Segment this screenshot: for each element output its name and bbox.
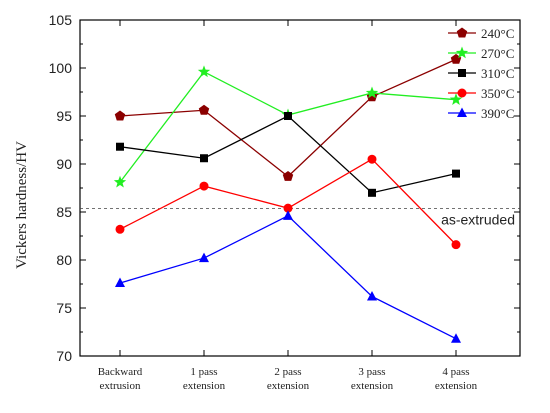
legend-marker-240 <box>456 27 468 38</box>
legend-label-310: 310°C <box>481 66 514 81</box>
data-point-270-4 <box>449 93 463 105</box>
legend-temp: 270 <box>481 46 501 61</box>
x-tick-label: 2 pass <box>274 366 301 378</box>
legend-label-350: 350°C <box>481 86 514 101</box>
y-tick-label: 75 <box>56 300 72 316</box>
data-point-310-2 <box>284 112 292 120</box>
data-point-240-0 <box>114 110 126 121</box>
data-point-240-1 <box>198 104 210 115</box>
legend-label-240: 240°C <box>481 26 514 41</box>
data-point-310-4 <box>452 169 460 178</box>
y-tick-label: 105 <box>49 12 73 28</box>
legend-temp: 350 <box>481 86 501 101</box>
x-tick-label: 1 pass <box>190 366 217 378</box>
x-tick-label: extension <box>351 380 394 392</box>
series-270 <box>113 65 463 188</box>
x-tick-label: extension <box>435 380 478 392</box>
data-point-390-1 <box>199 252 209 263</box>
data-point-240-4 <box>450 53 462 64</box>
legend-unit: °C <box>501 46 515 61</box>
y-tick-label: 95 <box>56 108 72 124</box>
legend-unit: °C <box>501 66 515 81</box>
series-line-270 <box>119 71 457 183</box>
legend-temp: 310 <box>481 66 501 81</box>
data-point-270-0 <box>113 175 127 188</box>
reference-line-label: as-extruded <box>441 212 515 228</box>
y-tick-label: 80 <box>56 252 72 268</box>
data-point-390-2 <box>283 210 293 220</box>
series-240 <box>114 53 462 181</box>
legend-temp: 240 <box>481 26 501 41</box>
y-tick-label: 85 <box>56 204 72 220</box>
data-point-350-2 <box>283 203 293 213</box>
legend-marker-350 <box>457 88 467 98</box>
legend-marker-270 <box>455 46 469 59</box>
y-tick-label: 100 <box>49 60 73 76</box>
data-point-270-1 <box>197 65 211 78</box>
legend-marker-310 <box>458 69 466 77</box>
legend-label-270: 270°C <box>481 46 514 61</box>
x-tick-label: Backward <box>98 366 143 378</box>
data-point-350-4 <box>451 240 461 250</box>
y-tick-label: 90 <box>56 156 72 172</box>
legend-marker-390 <box>457 107 467 117</box>
x-tick-label: 4 pass <box>442 366 469 378</box>
plot-frame <box>79 19 521 357</box>
legend-unit: °C <box>501 106 515 121</box>
x-tick-label: extension <box>267 380 310 392</box>
data-point-350-3 <box>367 154 377 164</box>
data-point-310-0 <box>116 142 124 151</box>
data-point-390-3 <box>367 290 377 301</box>
x-tick-label: 3 pass <box>358 366 385 378</box>
data-point-270-3 <box>365 86 379 99</box>
data-point-310-1 <box>200 154 208 163</box>
legend-temp: 390 <box>481 106 501 121</box>
series-390 <box>115 210 461 343</box>
series-310 <box>116 112 460 197</box>
y-tick-label: 70 <box>56 348 72 364</box>
y-axis-label: Vickers hardness/HV <box>14 141 30 269</box>
series-350 <box>115 154 461 250</box>
data-point-310-3 <box>368 188 376 197</box>
series-line-310 <box>119 115 457 194</box>
data-point-390-4 <box>451 333 461 343</box>
legend-label-390: 390°C <box>481 106 514 121</box>
plot-area: 70 75 80 85 90 95 100 105 Backward extrusion 1 pas… <box>49 12 521 392</box>
x-tick-label: extrusion <box>100 380 141 392</box>
legend-unit: °C <box>501 26 515 41</box>
data-point-240-2 <box>282 170 294 181</box>
series-line-390 <box>119 215 457 340</box>
x-tick-label: extension <box>183 380 226 392</box>
data-point-350-0 <box>115 224 125 234</box>
data-point-350-1 <box>199 181 209 191</box>
legend-unit: °C <box>501 86 515 101</box>
data-point-390-0 <box>115 277 125 288</box>
